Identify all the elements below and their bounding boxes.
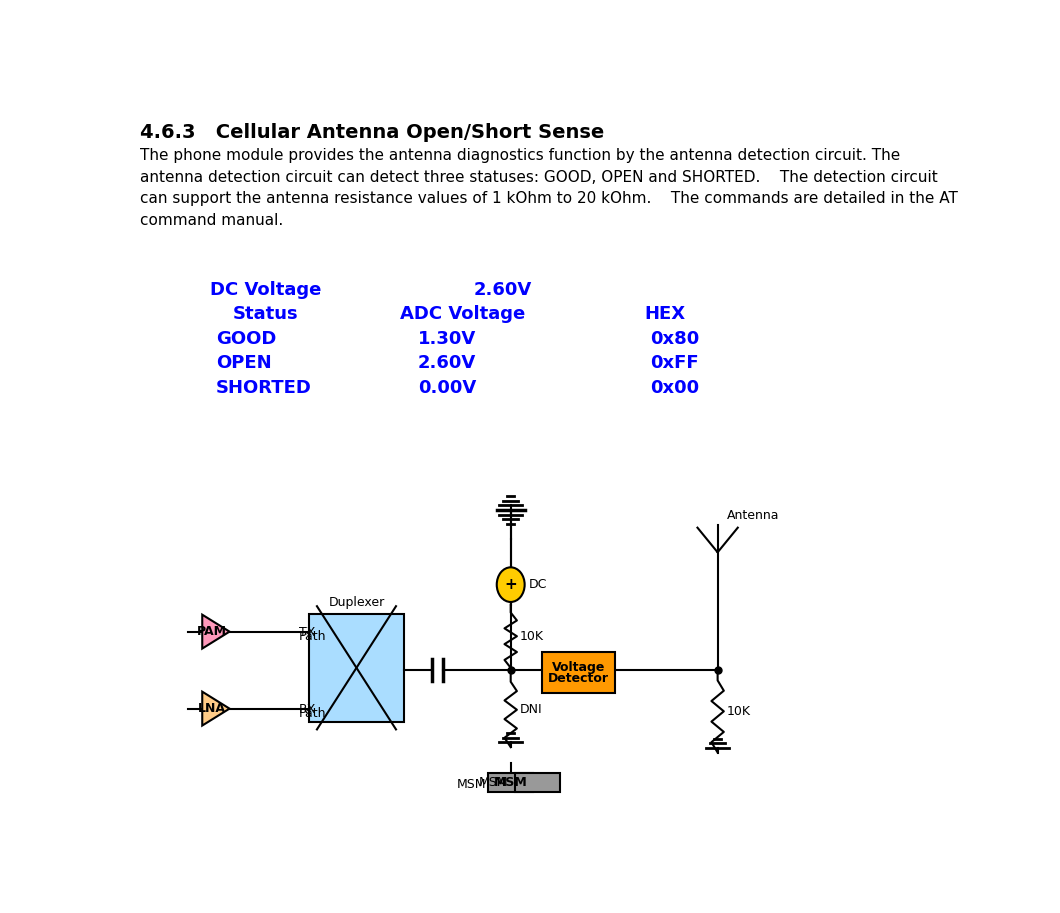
Text: GOOD: GOOD [216, 330, 277, 348]
Text: 0x00: 0x00 [650, 379, 700, 397]
Text: MSM: MSM [494, 776, 528, 789]
Text: Voltage: Voltage [552, 661, 605, 674]
Text: ADC Voltage: ADC Voltage [400, 305, 525, 323]
Text: 2.60V: 2.60V [418, 354, 476, 373]
Text: 2.60V: 2.60V [474, 280, 532, 299]
Text: PAM: PAM [196, 625, 227, 638]
Text: Detector: Detector [548, 672, 609, 685]
Text: Path: Path [299, 630, 326, 643]
Text: DC: DC [529, 578, 547, 591]
Text: TX: TX [299, 626, 316, 639]
Text: can support the antenna resistance values of 1 kOhm to 20 kOhm.    The commands : can support the antenna resistance value… [140, 191, 958, 206]
Ellipse shape [497, 567, 525, 602]
Text: SHORTED: SHORTED [216, 379, 312, 397]
Bar [310, 614, 404, 721]
Bar [542, 653, 615, 693]
Text: MSM: MSM [479, 776, 509, 789]
Text: Antenna: Antenna [727, 509, 779, 521]
Text: Duplexer: Duplexer [329, 596, 385, 609]
Text: RX: RX [299, 703, 317, 717]
Text: LNA: LNA [197, 702, 226, 715]
Text: Path: Path [299, 707, 326, 720]
Bar [489, 773, 533, 792]
Text: DC Voltage: DC Voltage [210, 280, 321, 299]
Text: 1.30V: 1.30V [418, 330, 476, 348]
Text: 10K: 10K [727, 705, 750, 718]
Text: 0xFF: 0xFF [650, 354, 699, 373]
Text: 4.6.3   Cellular Antenna Open/Short Sense: 4.6.3 Cellular Antenna Open/Short Sense [140, 123, 604, 142]
Bar [514, 773, 560, 792]
Text: Status: Status [233, 305, 299, 323]
Text: 10K: 10K [520, 630, 544, 643]
Polygon shape [202, 614, 230, 648]
Text: +: + [505, 577, 517, 593]
Text: OPEN: OPEN [216, 354, 271, 373]
Text: command manual.: command manual. [140, 213, 283, 227]
Text: MSM: MSM [457, 779, 485, 792]
Text: 0x80: 0x80 [650, 330, 700, 348]
Text: The phone module provides the antenna diagnostics function by the antenna detect: The phone module provides the antenna di… [140, 148, 901, 163]
Text: antenna detection circuit can detect three statuses: GOOD, OPEN and SHORTED.    : antenna detection circuit can detect thr… [140, 170, 938, 184]
Text: HEX: HEX [644, 305, 685, 323]
Polygon shape [202, 692, 230, 726]
Text: DNI: DNI [520, 703, 543, 717]
Text: 0.00V: 0.00V [418, 379, 476, 397]
